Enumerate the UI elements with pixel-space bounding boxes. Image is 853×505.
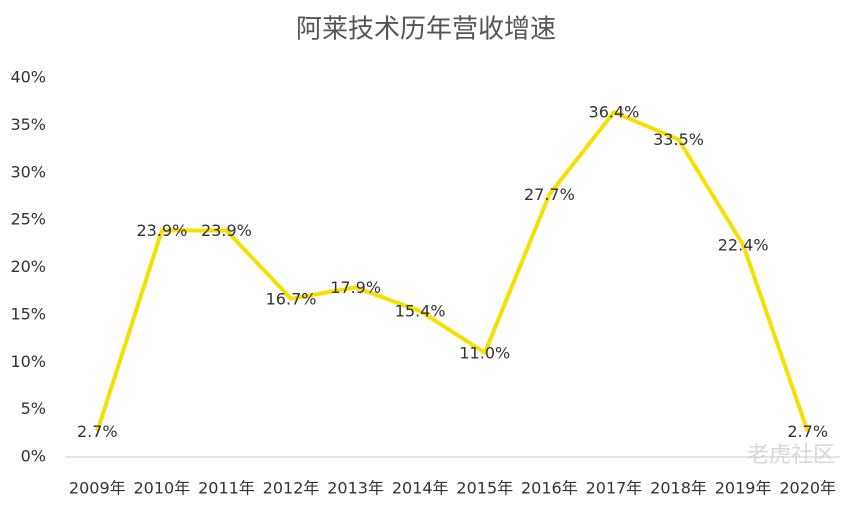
line	[95, 110, 810, 433]
x-tick-label: 2015年	[456, 479, 513, 498]
data-label: 2.7%	[77, 422, 118, 441]
data-label: 17.9%	[330, 278, 381, 297]
x-tick-label: 2013年	[327, 479, 384, 498]
y-tick-label: 0%	[21, 447, 46, 466]
data-label: 22.4%	[718, 235, 769, 254]
watermark: 老虎社区	[747, 443, 835, 468]
data-label: 16.7%	[266, 289, 317, 308]
x-tick-label: 2020年	[779, 479, 836, 498]
data-label: 11.0%	[459, 343, 510, 362]
y-tick-label: 5%	[21, 399, 46, 418]
data-label: 2.7%	[787, 422, 828, 441]
y-tick-label: 25%	[10, 210, 46, 229]
x-tick-label: 2012年	[263, 479, 320, 498]
y-tick-label: 15%	[10, 304, 46, 323]
data-label: 23.9%	[136, 221, 187, 240]
x-tick-label: 2017年	[586, 479, 643, 498]
x-tick-label: 2009年	[69, 479, 126, 498]
y-tick-label: 35%	[10, 115, 46, 134]
data-label: 36.4%	[589, 103, 640, 122]
x-tick-label: 2011年	[198, 479, 255, 498]
y-tick-label: 10%	[10, 352, 46, 371]
y-tick-label: 20%	[10, 257, 46, 276]
y-tick-label: 40%	[10, 68, 46, 87]
data-label: 33.5%	[653, 130, 704, 149]
x-tick-label: 2016年	[521, 479, 578, 498]
data-label: 23.9%	[201, 221, 252, 240]
x-tick-label: 2019年	[715, 479, 772, 498]
data-label: 27.7%	[524, 185, 575, 204]
chart-title: 阿莱技术历年营收增速	[296, 15, 556, 45]
data-label: 15.4%	[395, 302, 446, 321]
y-tick-label: 30%	[10, 162, 46, 181]
x-tick-label: 2010年	[134, 479, 191, 498]
x-tick-label: 2014年	[392, 479, 449, 498]
x-tick-label: 2018年	[650, 479, 707, 498]
